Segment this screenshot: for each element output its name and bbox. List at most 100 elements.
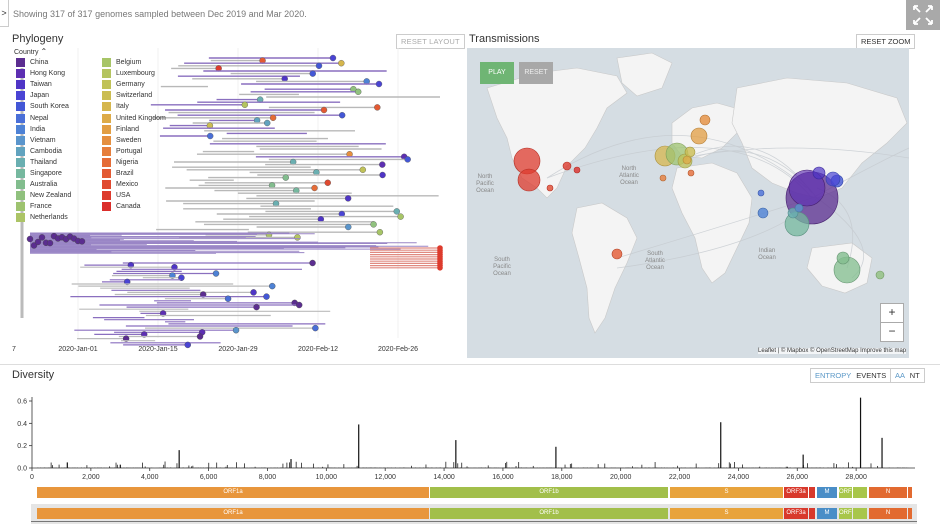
tree-tip[interactable] — [393, 208, 400, 215]
tree-tip[interactable] — [250, 289, 257, 296]
legend-item[interactable]: Germany — [102, 80, 145, 90]
legend-item[interactable]: Brazil — [102, 169, 134, 179]
transmission-map[interactable]: North Atlantic Ocean North Pacific Ocean… — [467, 48, 909, 358]
tree-tip[interactable] — [379, 161, 386, 168]
legend-item[interactable]: Nepal — [16, 113, 48, 124]
legend-item[interactable]: Hong Kong — [16, 69, 65, 79]
tree-tip[interactable] — [78, 238, 86, 245]
gene-orf1b[interactable]: ORF1b — [430, 508, 668, 519]
tree-tip[interactable] — [309, 70, 316, 77]
tree-tip[interactable] — [338, 111, 346, 119]
tree-tip[interactable] — [312, 324, 319, 332]
tree-tip[interactable] — [232, 327, 240, 334]
gene-segment[interactable] — [809, 487, 815, 498]
legend-item[interactable]: Taiwan — [16, 80, 52, 90]
tree-tip[interactable] — [404, 156, 411, 163]
tree-tip[interactable] — [320, 106, 328, 114]
tree-tip[interactable] — [338, 59, 345, 67]
tree-tip[interactable] — [295, 301, 303, 309]
play-button[interactable]: PLAY — [480, 62, 514, 84]
legend-item[interactable]: Luxembourg — [102, 69, 155, 79]
tree-tip[interactable] — [46, 239, 54, 247]
tree-tip[interactable] — [269, 114, 277, 122]
legend-item[interactable]: Belgium — [102, 58, 141, 68]
tree-tip[interactable] — [355, 88, 362, 95]
tree-tip[interactable] — [374, 104, 381, 111]
gene-n[interactable]: N — [869, 487, 907, 498]
tree-tip[interactable] — [311, 184, 318, 192]
tree-tip[interactable] — [207, 132, 214, 140]
reset-layout-button[interactable]: RESET LAYOUT — [396, 34, 465, 49]
gene-segment[interactable] — [853, 508, 867, 519]
legend-item[interactable]: Mexico — [102, 180, 138, 190]
gene-orf3a[interactable]: ORF3a — [784, 508, 808, 519]
legend-item[interactable]: Singapore — [16, 169, 62, 179]
tree-tip[interactable] — [212, 270, 220, 277]
sidebar-toggle-button[interactable]: > — [0, 0, 9, 27]
gene-s[interactable]: S — [670, 508, 783, 519]
tree-tip[interactable] — [379, 171, 386, 179]
zoom-out-button[interactable]: − — [880, 322, 904, 342]
legend-item[interactable]: USA — [102, 191, 130, 201]
expand-icon[interactable] — [906, 0, 940, 30]
legend-item[interactable]: Vietnam — [16, 135, 56, 146]
tree-tip[interactable] — [30, 242, 38, 249]
gene-n[interactable]: N — [869, 508, 907, 519]
gene-orf1b[interactable]: ORF1b — [430, 487, 668, 498]
tree-tip[interactable] — [282, 174, 289, 181]
gene-segment[interactable] — [908, 487, 912, 498]
gene-orf3a[interactable]: ORF3a — [784, 487, 808, 498]
reset-zoom-button[interactable]: RESET ZOOM — [856, 34, 916, 49]
tree-tip[interactable] — [375, 80, 383, 88]
gene-orf1a[interactable]: ORF1a — [37, 487, 429, 498]
legend-item[interactable]: Cambodia — [16, 146, 62, 157]
tree-tip[interactable] — [253, 303, 260, 311]
legend-item[interactable]: New Zealand — [16, 191, 71, 201]
legend-item[interactable]: Japan — [16, 91, 49, 101]
legend-item[interactable]: India — [16, 124, 45, 135]
legend-item[interactable]: Nigeria — [102, 157, 138, 168]
tree-tip[interactable] — [359, 166, 367, 174]
tree-tip[interactable] — [344, 195, 352, 202]
tree-tip[interactable] — [241, 101, 249, 108]
map-attribution[interactable]: Leaflet | © Mapbox © OpenStreetMap Impro… — [758, 348, 907, 354]
legend-item[interactable]: Italy — [102, 102, 129, 112]
tree-tip[interactable] — [38, 234, 46, 241]
legend-item[interactable]: Thailand — [16, 157, 57, 168]
tree-tip[interactable] — [309, 259, 316, 267]
tree-tip[interactable] — [184, 341, 191, 349]
legend-title[interactable]: Country ⌃ — [14, 47, 47, 57]
tree-tip[interactable] — [34, 238, 42, 246]
legend-item[interactable]: United Kingdom — [102, 113, 166, 124]
tree-tip[interactable] — [329, 54, 337, 62]
zoom-in-button[interactable]: + — [880, 303, 904, 323]
tree-tip[interactable] — [437, 265, 443, 271]
legend-item[interactable]: France — [16, 202, 52, 212]
legend-item[interactable]: Australia — [16, 180, 57, 190]
tree-tip[interactable] — [26, 235, 34, 243]
legend-item[interactable]: South Korea — [16, 102, 69, 112]
tree-tip[interactable] — [294, 234, 301, 241]
gene-segment[interactable] — [908, 508, 912, 519]
gene-orf1a[interactable]: ORF1a — [37, 508, 429, 519]
legend-item[interactable]: Sweden — [102, 135, 141, 146]
gene-s[interactable]: S — [670, 487, 783, 498]
gene-segment[interactable] — [809, 508, 815, 519]
legend-item[interactable]: Canada — [102, 202, 141, 212]
legend-item[interactable]: Portugal — [102, 146, 142, 157]
reset-animation-button[interactable]: RESET — [519, 62, 553, 84]
tree-tip[interactable] — [269, 282, 276, 290]
tree-tip[interactable] — [224, 295, 232, 302]
legend-item[interactable]: Netherlands — [16, 213, 68, 223]
gene-segment[interactable] — [853, 487, 867, 498]
tree-tip[interactable] — [315, 62, 323, 69]
tree-tip[interactable] — [376, 228, 384, 236]
tree-tip[interactable] — [263, 293, 270, 300]
legend-item[interactable]: Switzerland — [102, 91, 152, 101]
gene-m[interactable]: M — [817, 508, 837, 519]
gene-m[interactable]: M — [817, 487, 837, 498]
gene-orf8[interactable]: ORF8 — [839, 487, 852, 498]
legend-item[interactable]: China — [16, 58, 48, 68]
legend-item[interactable]: Finland — [102, 124, 139, 135]
